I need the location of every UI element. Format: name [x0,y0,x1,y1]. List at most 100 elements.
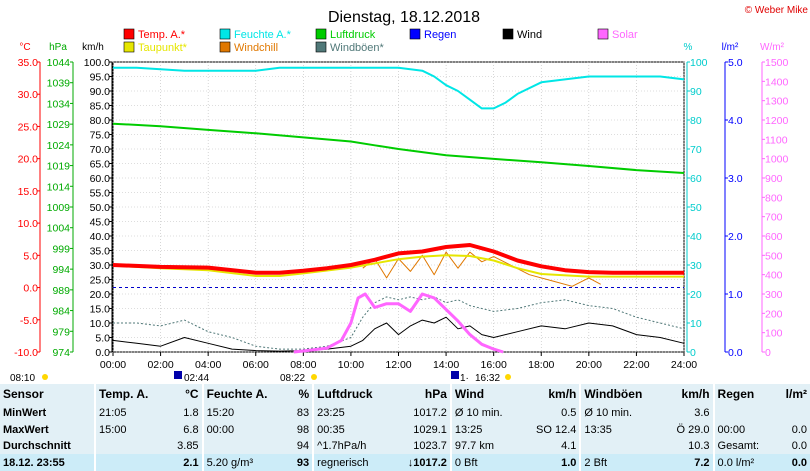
stats-cell: 4.1 [520,437,581,455]
stats-cell: 97.7 km [449,437,521,455]
legend-label: Regen [424,29,456,41]
sunrise-icon [42,374,48,380]
legend-label: Luftdruck [330,29,376,41]
stats-cell: 21:05 [93,404,167,422]
tick-wind: 85.0 [90,101,111,113]
tick-rain: 5.0 [728,57,743,69]
stats-table: Sensor Temp. A. °C Feuchte A. % Luftdruc… [0,384,810,471]
legend-swatch [315,28,327,40]
x-tick-label: 16:00 [481,359,507,371]
unit-wind: km/h [82,42,104,53]
stats-cell: 98 [288,421,314,438]
tick-rain: 1.0 [728,289,743,301]
stats-row: MinWert 21:05 1.8 15:20 83 23:25 1017.2 Ø 10 mi… [0,404,810,422]
series-luftdruck [112,122,685,174]
stats-cell: 7.2 [662,454,714,471]
stats-cell: 00:00 [712,421,776,438]
tick-wind: 0.0 [95,347,110,359]
tick-hum: 20 [690,289,702,301]
tick-wind: 5.0 [95,333,110,345]
tick-hum: 30 [690,260,702,272]
series [112,66,685,354]
tick-press: 994 [52,264,70,276]
hdr-sensor: Sensor [0,384,95,405]
stats-header-row: Sensor Temp. A. °C Feuchte A. % Luftdruc… [0,384,810,405]
tick-hum: 80 [690,115,702,127]
tick-temp: 0.0 [23,283,38,295]
sunset-time: 16:32 [475,373,500,384]
stats-cell: Ø 10 min. [449,404,521,422]
x-tick-label: 04:00 [195,359,221,371]
stats-cell: Durchschnitt [0,437,95,455]
unit-rain: l/m² [722,42,739,53]
stats-cell: 15:20 [201,404,289,422]
tick-hum: 10 [690,318,702,330]
x-tick-label: 00:00 [100,359,126,371]
moonset-icon [174,371,182,379]
moonset-time: 02:44 [184,373,209,384]
tick-hum: 100 [690,57,708,69]
tick-wind: 15.0 [90,304,111,316]
x-tick-label: 24:00 [671,359,697,371]
x-tick-label: 22:00 [623,359,649,371]
stats-cell: 0.5 [520,404,581,422]
tick-wind: 75.0 [90,130,111,142]
series-tempa [112,243,684,275]
stats-cell: 00:35 [312,421,393,438]
legend-swatch [597,28,609,40]
stats-row: Durchschnitt 3.85 94 ^1.7hPa/h 1023.7 97.7 km… [0,437,810,455]
tick-press: 1044 [47,57,71,69]
stats-cell: 3.85 [166,437,203,455]
stats-cell: 1017.2 [392,404,451,422]
hdr-hum: Feuchte A. [201,384,289,405]
stats-cell: 94 [288,437,314,455]
stats-cell: 1023.7 [392,437,451,455]
tick-solar: 600 [765,231,783,243]
tick-wind: 35.0 [90,246,111,258]
hdr-hum-unit: % [288,384,314,405]
x-tick-label: 08:00 [290,359,316,371]
tick-hum: 50 [690,202,702,214]
stats-cell [201,437,289,455]
tick-wind: 100.0 [84,57,110,69]
x-tick-label: 20:00 [576,359,602,371]
tick-wind: 20.0 [90,289,111,301]
unit-hum: % [684,42,693,53]
hdr-wind: Wind [449,384,521,405]
unit-press: hPa [49,42,67,53]
stats-cell [579,437,663,455]
stats-cell [712,404,776,422]
stats-cell: 0.0 [775,421,810,438]
stats-cell: 0.0 [775,437,810,455]
tick-hum: 70 [690,144,702,156]
tick-wind: 60.0 [90,173,111,185]
tick-press: 1014 [47,181,71,193]
stats-row: MaxWert 15:00 6.8 00:00 98 00:35 1029.1 13:25 SO… [0,421,810,438]
hdr-press-unit: hPa [392,384,451,405]
chart-title: Dienstag, 18.12.2018 [328,9,480,26]
tick-hum: 60 [690,173,702,185]
tick-press: 1004 [47,223,71,235]
x-tick-label: 14:00 [433,359,459,371]
hdr-wind-unit: km/h [520,384,581,405]
stats-cell: 18.12. 23:55 [0,454,95,471]
tick-press: 989 [52,285,70,297]
legend-swatch [502,28,514,40]
legend-label: Taupunkt* [138,42,188,54]
stats-cell: 3.6 [662,404,714,422]
tick-rain: 0.0 [728,347,743,359]
tick-solar: 400 [765,270,783,282]
x-tick-label: 06:00 [243,359,269,371]
tick-solar: 1200 [765,115,789,127]
hdr-rain: Regen [712,384,776,405]
series-taupunkt [112,254,684,278]
tick-rain: 2.0 [728,231,743,243]
legend-swatch [123,41,135,53]
tick-wind: 30.0 [90,260,111,272]
tick-solar: 300 [765,289,783,301]
tick-wind: 95.0 [90,72,111,84]
unit-solar: W/m² [760,42,785,53]
tick-temp: 20.0 [18,154,39,166]
plot-area [112,61,685,353]
tick-solar: 1400 [765,76,789,88]
